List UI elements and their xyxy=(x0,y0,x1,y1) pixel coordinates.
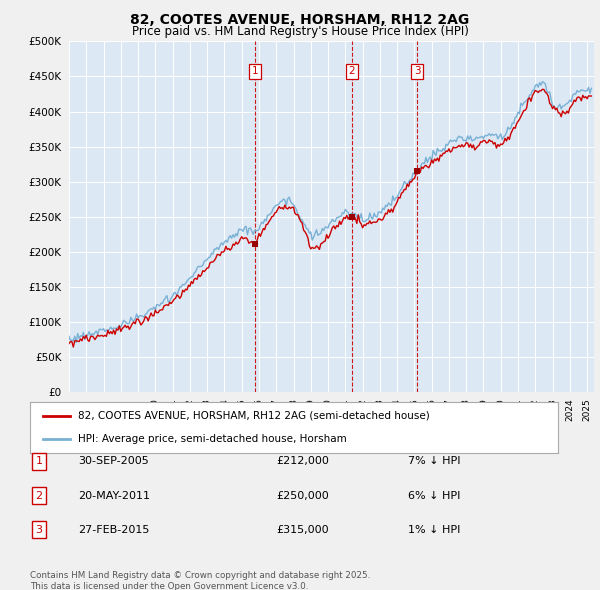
Text: 1: 1 xyxy=(35,457,43,466)
Text: 82, COOTES AVENUE, HORSHAM, RH12 2AG (semi-detached house): 82, COOTES AVENUE, HORSHAM, RH12 2AG (se… xyxy=(77,411,429,421)
Text: 1: 1 xyxy=(251,66,258,76)
Text: 2: 2 xyxy=(349,66,355,76)
Text: 6% ↓ HPI: 6% ↓ HPI xyxy=(408,491,460,500)
Text: 7% ↓ HPI: 7% ↓ HPI xyxy=(408,457,461,466)
Text: 1% ↓ HPI: 1% ↓ HPI xyxy=(408,525,460,535)
Text: Contains HM Land Registry data © Crown copyright and database right 2025.
This d: Contains HM Land Registry data © Crown c… xyxy=(30,571,370,590)
Text: 82, COOTES AVENUE, HORSHAM, RH12 2AG: 82, COOTES AVENUE, HORSHAM, RH12 2AG xyxy=(130,13,470,27)
Text: 20-MAY-2011: 20-MAY-2011 xyxy=(78,491,150,500)
Text: 30-SEP-2005: 30-SEP-2005 xyxy=(78,457,149,466)
Text: 3: 3 xyxy=(414,66,421,76)
Text: 27-FEB-2015: 27-FEB-2015 xyxy=(78,525,149,535)
Text: 3: 3 xyxy=(35,525,43,535)
Text: £250,000: £250,000 xyxy=(276,491,329,500)
Text: HPI: Average price, semi-detached house, Horsham: HPI: Average price, semi-detached house,… xyxy=(77,434,346,444)
Text: £315,000: £315,000 xyxy=(276,525,329,535)
Text: Price paid vs. HM Land Registry's House Price Index (HPI): Price paid vs. HM Land Registry's House … xyxy=(131,25,469,38)
Text: 2: 2 xyxy=(35,491,43,500)
Text: £212,000: £212,000 xyxy=(276,457,329,466)
